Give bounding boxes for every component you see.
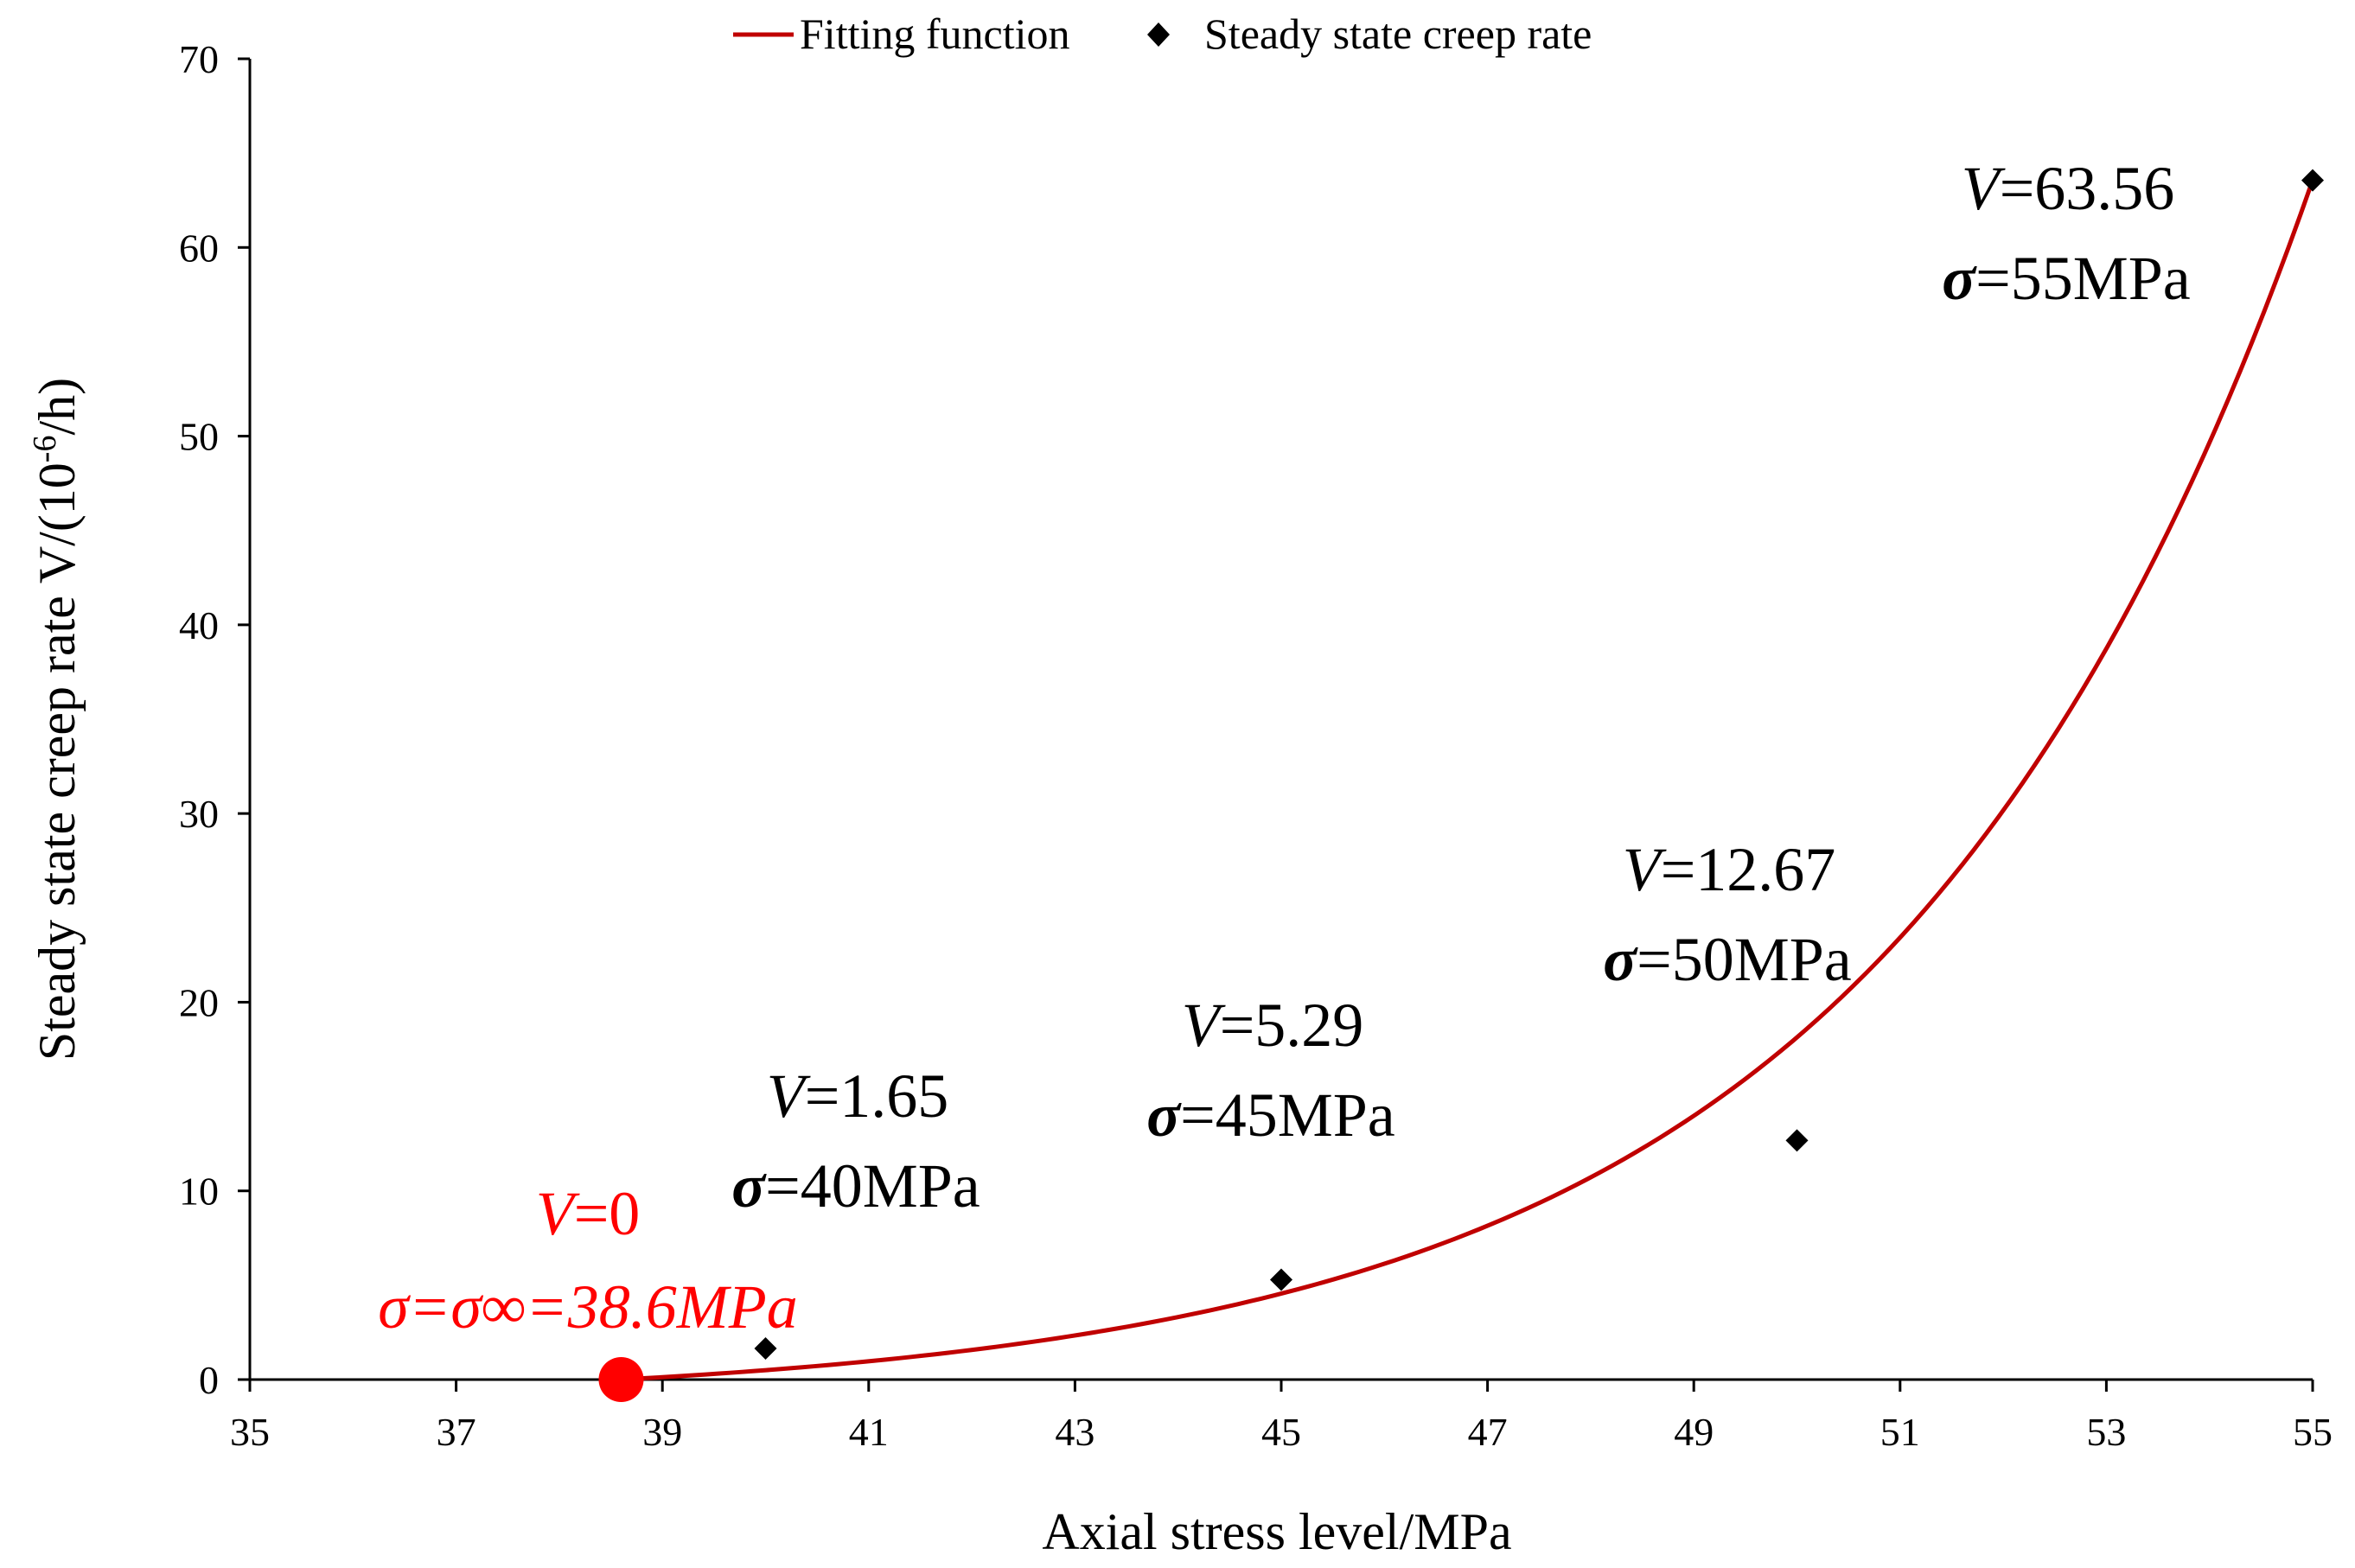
x-axis-title: Axial stress level/MPa	[1042, 1503, 1511, 1560]
annotation-p45-sigma-value: =45MPa	[1180, 1080, 1395, 1150]
annotation-p45-v-value: =5.29	[1220, 991, 1364, 1060]
annotation-p45-line1: V=5.29	[1182, 991, 1364, 1060]
annotation-v0-v-symbol: V	[536, 1179, 580, 1248]
y-tick-label: 30	[179, 792, 219, 836]
y-tick-label: 20	[179, 980, 219, 1024]
annotation-p50: V=12.67 σ=50MPa	[1603, 835, 1851, 994]
annotation-p40-line1: V=1.65	[767, 1061, 949, 1131]
annotation-v0-line1: V=0	[536, 1179, 641, 1248]
data-point-diamond	[1270, 1268, 1292, 1291]
annotation-p40-line2: σ=40MPa	[731, 1151, 980, 1221]
legend: Fitting function Steady state creep rate	[733, 10, 1592, 58]
y-tick-label: 0	[199, 1358, 219, 1402]
annotation-p40-sigma-value: =40MPa	[765, 1151, 980, 1221]
annotation-p50-v-symbol: V	[1623, 835, 1667, 904]
data-markers	[754, 169, 2324, 1360]
x-axis-ticks: 35 37 39 41 43 45 47 49 51 53 55	[230, 1380, 2333, 1454]
annotation-p55-sigma-symbol: σ	[1942, 244, 1977, 313]
y-tick-label: 10	[179, 1170, 219, 1214]
annotation-p40-sigma-symbol: σ	[731, 1151, 767, 1221]
y-tick-label: 40	[179, 603, 219, 647]
annotation-p50-sigma-symbol: σ	[1603, 925, 1638, 994]
annotation-p45-line2: σ=45MPa	[1146, 1080, 1394, 1150]
annotation-p50-line1: V=12.67	[1623, 835, 1836, 904]
annotation-p50-v-value: =12.67	[1661, 835, 1836, 904]
axes: 35 37 39 41 43 45 47 49 51 53 55 0 10 20 30 40 50 60 70	[179, 37, 2333, 1454]
data-point-diamond	[2301, 169, 2324, 192]
annotation-p55-line1: V=63.56	[1962, 154, 2175, 223]
x-tick-label: 51	[1880, 1410, 1920, 1454]
y-axis-title-superscript: -6	[27, 436, 63, 463]
annotation-p45-v-symbol: V	[1182, 991, 1226, 1060]
y-axis-title: Steady state creep rate V/(10-6/h)	[27, 378, 86, 1061]
legend-scatter-label: Steady state creep rate	[1204, 10, 1592, 58]
annotation-p40-v-symbol: V	[767, 1061, 811, 1131]
data-point-diamond	[1785, 1129, 1809, 1152]
annotation-v0: V=0 σ=σ∞=38.6MPa	[378, 1179, 797, 1342]
annotation-p55-v-symbol: V	[1962, 154, 2006, 223]
legend-fit-label: Fitting function	[800, 10, 1070, 58]
annotation-p55-sigma-value: =55MPa	[1975, 244, 2191, 313]
annotation-p40-v-value: =1.65	[805, 1061, 949, 1131]
data-point-diamond	[754, 1336, 777, 1360]
annotation-p50-sigma-value: =50MPa	[1637, 925, 1852, 994]
x-tick-label: 53	[2086, 1410, 2126, 1454]
annotation-p50-line2: σ=50MPa	[1603, 925, 1851, 994]
x-tick-label: 39	[642, 1410, 682, 1454]
y-axis-title-main: Steady state creep rate V/(10	[29, 462, 86, 1061]
x-tick-label: 37	[437, 1410, 476, 1454]
x-tick-label: 55	[2293, 1410, 2333, 1454]
y-tick-label: 50	[179, 415, 219, 459]
x-tick-label: 43	[1055, 1410, 1095, 1454]
annotation-p55: V=63.56 σ=55MPa	[1942, 154, 2190, 313]
annotation-p55-v-value: =63.56	[2000, 154, 2175, 223]
annotation-v0-line2: σ=σ∞=38.6MPa	[378, 1272, 797, 1342]
fitting-function-curve	[621, 179, 2315, 1382]
y-axis-title-tail: /h)	[29, 378, 86, 436]
annotation-p55-line2: σ=55MPa	[1942, 244, 2190, 313]
x-tick-label: 35	[230, 1410, 270, 1454]
annotation-v0-v-value: =0	[574, 1179, 641, 1248]
x-tick-label: 47	[1468, 1410, 1508, 1454]
annotation-p45: V=5.29 σ=45MPa	[1146, 991, 1394, 1150]
y-tick-label: 70	[179, 37, 219, 81]
legend-diamond-marker	[1147, 22, 1170, 47]
threshold-point-marker	[598, 1357, 644, 1402]
x-tick-label: 49	[1674, 1410, 1714, 1454]
annotation-p45-sigma-symbol: σ	[1146, 1080, 1182, 1150]
x-tick-label: 41	[849, 1410, 889, 1454]
annotation-p40: V=1.65 σ=40MPa	[731, 1061, 980, 1221]
y-axis-ticks: 0 10 20 30 40 50 60 70	[179, 37, 250, 1402]
y-tick-label: 60	[179, 226, 219, 270]
x-tick-label: 45	[1261, 1410, 1301, 1454]
